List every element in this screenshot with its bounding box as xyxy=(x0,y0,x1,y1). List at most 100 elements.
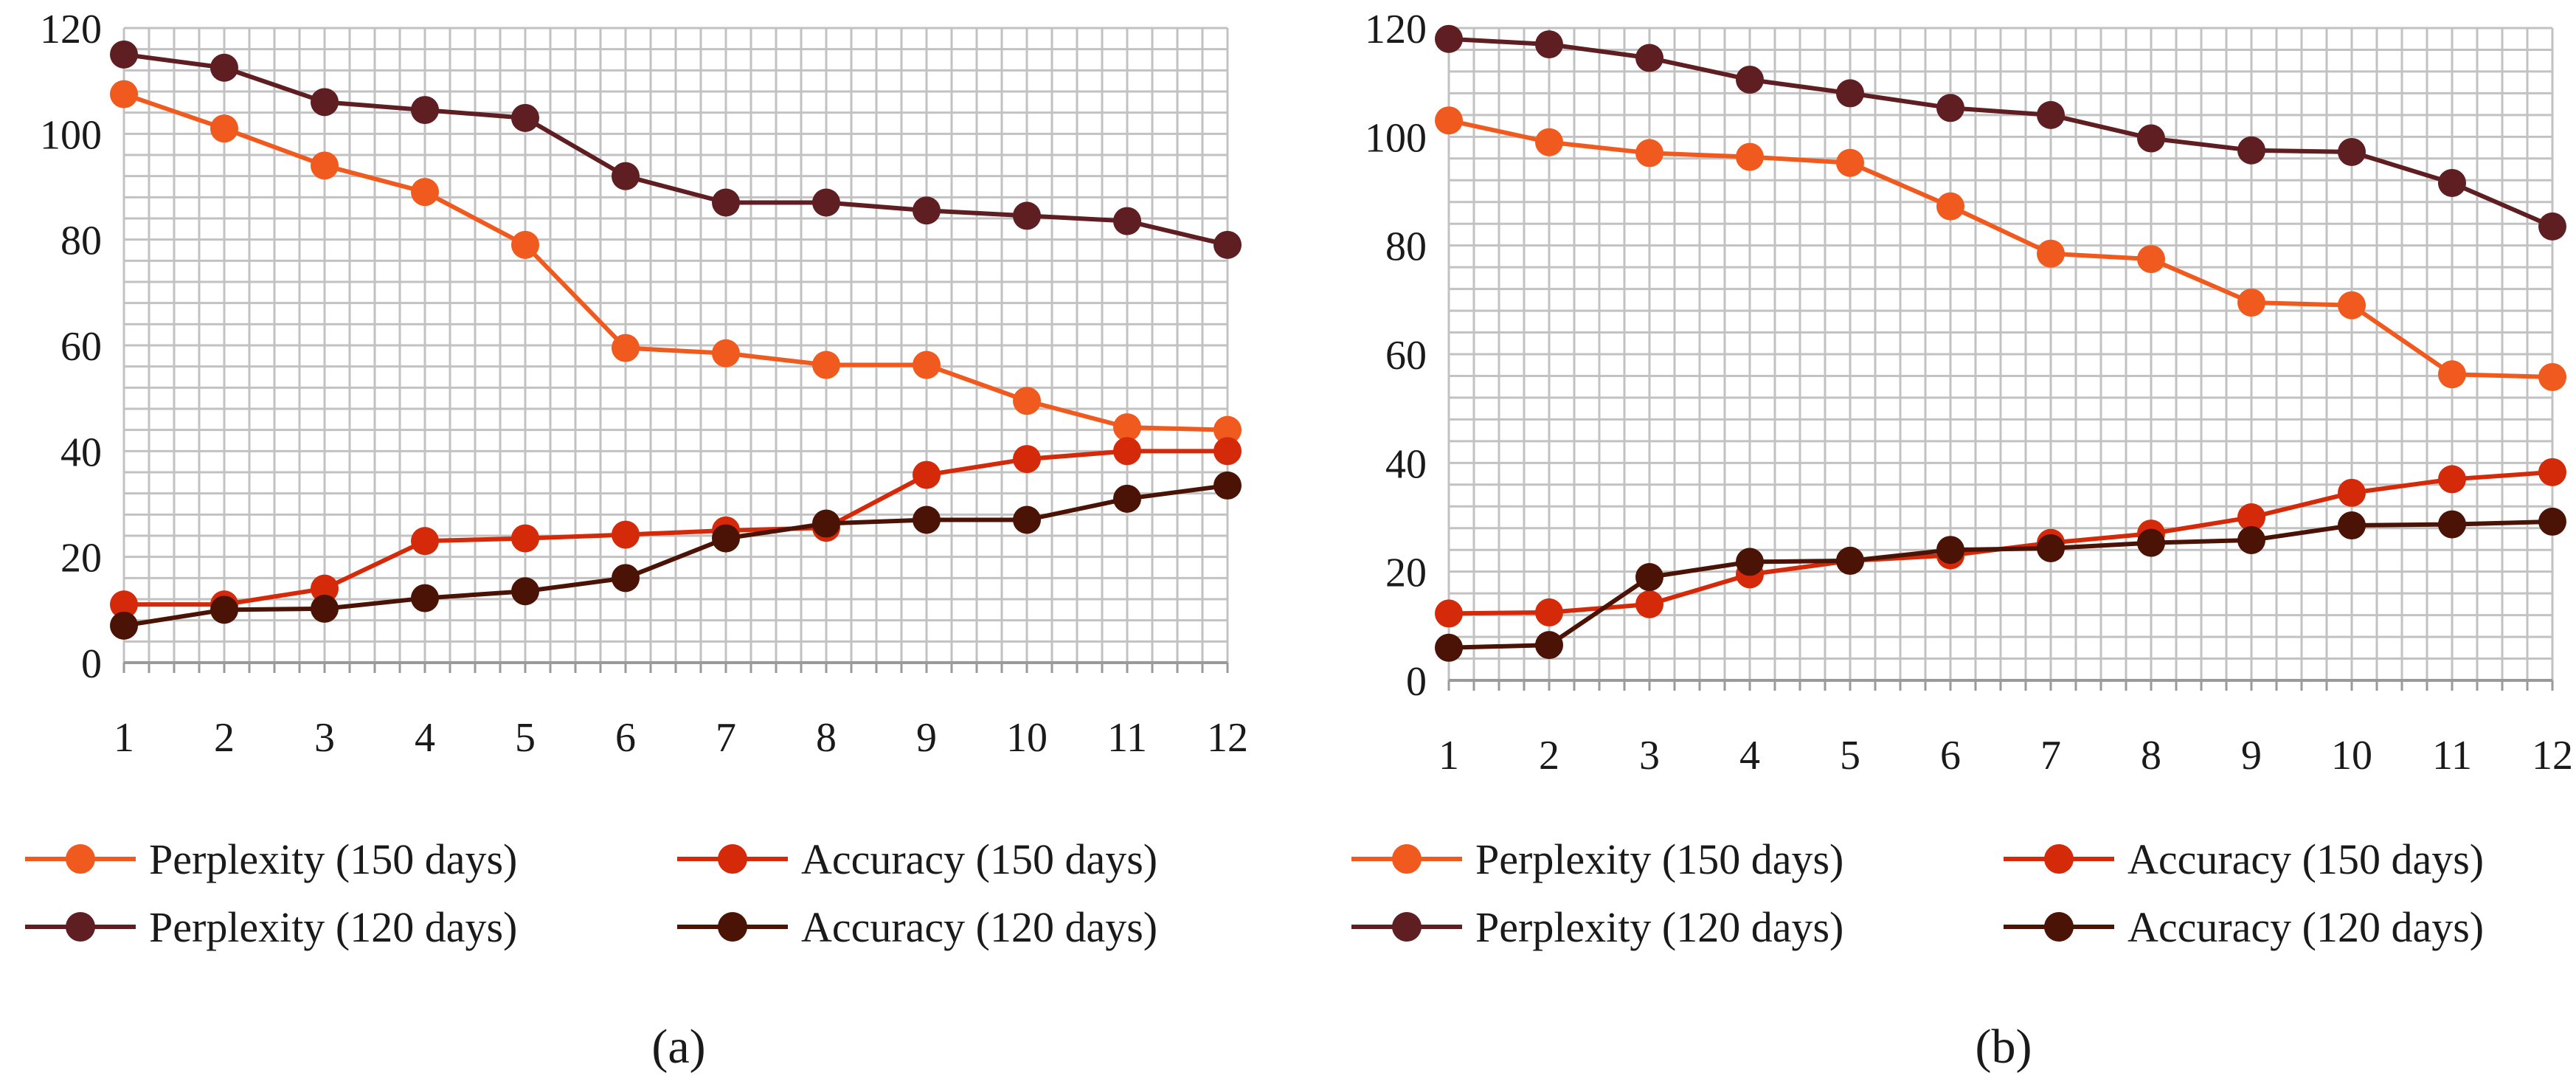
data-point xyxy=(1535,128,1563,156)
data-point xyxy=(1836,79,1864,108)
y-tick-label: 20 xyxy=(60,536,102,581)
x-tick-label: 9 xyxy=(916,715,937,761)
legend-item: Accuracy (150 days) xyxy=(2004,835,2484,883)
data-point xyxy=(2237,503,2265,531)
data-point xyxy=(1535,631,1563,660)
data-point xyxy=(1113,484,1141,513)
legend-item: Accuracy (150 days) xyxy=(677,835,1157,883)
x-tick-label: 12 xyxy=(2532,733,2573,779)
data-point xyxy=(1635,590,1663,618)
y-tick-label: 100 xyxy=(40,112,102,158)
data-point xyxy=(2137,124,2165,153)
series-3 xyxy=(110,40,1242,259)
legend-marker xyxy=(718,844,747,874)
data-point xyxy=(2338,291,2366,320)
x-tick-label: 12 xyxy=(1207,715,1248,761)
x-tick-label: 6 xyxy=(615,715,636,761)
data-point xyxy=(1435,599,1463,628)
data-point xyxy=(2338,511,2366,540)
data-point xyxy=(311,151,339,180)
series-line xyxy=(123,52,1228,247)
data-point xyxy=(2538,458,2566,486)
data-point xyxy=(712,524,740,553)
data-point xyxy=(2438,510,2466,539)
grid xyxy=(1447,27,2554,682)
legend-marker xyxy=(2044,912,2074,942)
y-tick-label: 0 xyxy=(1406,659,1427,705)
x-tick-label: 1 xyxy=(114,715,134,761)
grid xyxy=(122,27,1229,664)
data-point xyxy=(210,114,238,143)
data-point xyxy=(1936,192,1964,221)
legend-item: Perplexity (120 days) xyxy=(25,903,517,951)
data-point xyxy=(1936,94,1964,122)
legend-label: Perplexity (120 days) xyxy=(149,903,517,951)
data-point xyxy=(1736,142,1764,171)
data-point xyxy=(1435,24,1463,53)
legend-marker xyxy=(718,912,747,942)
legend-item: Accuracy (120 days) xyxy=(677,903,1157,951)
y-tick-label: 40 xyxy=(60,429,102,475)
data-point xyxy=(1435,106,1463,135)
data-point xyxy=(2037,100,2065,129)
y-tick-label: 20 xyxy=(1385,550,1427,596)
series-line xyxy=(123,483,1228,628)
data-point xyxy=(712,339,740,367)
data-point xyxy=(1013,387,1041,415)
data-point xyxy=(110,611,138,640)
y-tick-label: 40 xyxy=(1385,441,1427,487)
data-point xyxy=(1635,139,1663,168)
data-point xyxy=(110,80,138,108)
data-point xyxy=(812,188,840,217)
x-tick-label: 6 xyxy=(1940,733,1961,779)
data-point xyxy=(2137,528,2165,557)
data-point xyxy=(511,524,539,553)
data-point xyxy=(612,520,640,549)
x-tick-label: 2 xyxy=(1539,733,1559,779)
data-point xyxy=(2237,136,2265,165)
data-point xyxy=(2438,360,2466,389)
legend-item: Perplexity (150 days) xyxy=(1351,835,1843,883)
series-line xyxy=(1448,118,2553,379)
data-point xyxy=(812,351,840,379)
data-point xyxy=(311,574,339,603)
data-point xyxy=(110,590,138,619)
y-tick-label: 0 xyxy=(81,641,102,687)
legend-marker xyxy=(2044,844,2074,874)
series-3 xyxy=(1435,24,2566,241)
data-point xyxy=(2438,465,2466,494)
y-tick-label: 60 xyxy=(1385,333,1427,379)
data-point xyxy=(612,564,640,593)
data-point xyxy=(1836,148,1864,177)
data-point xyxy=(2037,239,2065,268)
panel-caption: (a) xyxy=(651,1020,705,1074)
data-point xyxy=(311,88,339,117)
legend-marker xyxy=(66,844,95,874)
data-point xyxy=(511,230,539,259)
data-point xyxy=(1435,633,1463,662)
data-point xyxy=(1213,437,1242,466)
data-point xyxy=(210,595,238,624)
data-point xyxy=(1113,437,1141,466)
data-point xyxy=(411,96,439,125)
x-tick-label: 5 xyxy=(1840,733,1860,779)
data-point xyxy=(1535,598,1563,626)
x-tick-label: 3 xyxy=(1639,733,1660,779)
data-point xyxy=(1213,471,1242,500)
data-point xyxy=(2037,534,2065,562)
data-point xyxy=(1013,445,1041,474)
data-point xyxy=(913,505,941,534)
data-point xyxy=(1013,201,1041,230)
data-point xyxy=(1736,548,1764,576)
data-point xyxy=(1013,505,1041,534)
data-point xyxy=(1213,230,1242,259)
legend-marker xyxy=(1392,844,1422,874)
data-point xyxy=(2137,245,2165,274)
data-point xyxy=(411,584,439,612)
data-point xyxy=(511,103,539,132)
data-point xyxy=(2538,507,2566,536)
legend-label: Perplexity (120 days) xyxy=(1475,903,1843,951)
legend-item: Accuracy (120 days) xyxy=(2004,903,2484,951)
